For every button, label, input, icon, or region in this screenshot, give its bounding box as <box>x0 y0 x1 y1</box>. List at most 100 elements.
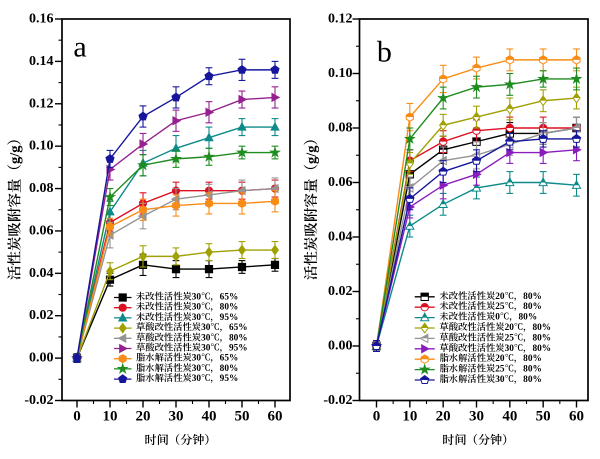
x-tick-label: 40 <box>502 409 517 425</box>
legend-label: 脂水解活性炭25℃，80% <box>440 364 542 375</box>
data-point-marker <box>270 260 280 269</box>
data-point-marker <box>505 103 514 115</box>
data-point-marker <box>405 112 414 122</box>
data-point-marker <box>170 194 180 204</box>
axis-frame <box>358 18 589 402</box>
data-point-marker <box>137 158 149 171</box>
data-point-marker <box>237 262 247 272</box>
legend-marker <box>420 354 429 364</box>
y-tick-label: -0.02 <box>323 393 352 408</box>
axis-frame <box>61 18 291 402</box>
legend-label: 草酸改性活性炭30℃，80% <box>136 331 248 343</box>
panel-a-x-axis-title: 时间（分钟） <box>144 433 216 447</box>
x-tick-label: 10 <box>103 409 118 425</box>
legend-marker <box>118 354 127 364</box>
panel-a-letter: a <box>73 31 86 64</box>
y-tick-label: 0.16 <box>29 12 54 27</box>
legend-marker <box>117 333 127 344</box>
legend-item: 脂水解活性炭30℃，95% <box>114 373 238 384</box>
data-point-marker <box>571 133 582 143</box>
legend-item: 脂水解活性炭25℃，80% <box>414 363 542 375</box>
data-point-marker <box>504 177 515 187</box>
data-point-marker <box>470 80 483 93</box>
y-tick-label: 0.08 <box>328 121 353 136</box>
panel-b-y-axis-title: 活性炭吸附容量（g/g） <box>303 131 320 280</box>
data-point-marker <box>204 264 214 274</box>
legend-item: 脂水解活性炭30℃，80% <box>414 374 542 385</box>
y-tick-label: 0.04 <box>29 266 54 281</box>
legend-item: 脂水解活性炭30℃，80% <box>114 362 238 374</box>
legend-item: 未改性活性炭0℃，80% <box>414 312 537 323</box>
x-tick-label: 60 <box>569 409 584 425</box>
data-point-marker <box>472 169 482 180</box>
y-tick-label: 0.00 <box>29 351 54 366</box>
data-point-marker <box>571 123 581 133</box>
legend: 未改性活性炭20℃，80%未改性活性炭25℃，80%未改性活性炭0℃，80%草酸… <box>414 291 552 385</box>
data-point-marker <box>472 111 481 123</box>
data-point-marker <box>238 198 246 209</box>
panel-a-y-axis-title: 活性炭吸附容量（g/g） <box>7 131 24 280</box>
legend-marker <box>418 363 431 375</box>
legend-label: 脂水解活性炭30℃，95% <box>136 373 238 384</box>
data-point-marker <box>571 179 582 189</box>
data-point-marker <box>171 92 181 102</box>
legend-marker <box>419 375 430 385</box>
data-point-marker <box>572 92 581 104</box>
legend-item: 未改性活性炭20℃，80% <box>414 291 542 302</box>
data-point-marker <box>538 177 549 187</box>
data-point-marker <box>539 95 548 107</box>
series-9 <box>371 130 582 353</box>
legend-label: 脂水解活性炭20℃，80% <box>440 353 542 364</box>
y-tick-label: 0.04 <box>328 230 353 245</box>
legend-item: 脂水解活性炭30℃，65% <box>114 353 238 364</box>
data-point-marker <box>403 132 416 144</box>
data-point-marker <box>437 91 450 104</box>
data-point-marker <box>269 146 281 158</box>
x-tick-label: 60 <box>268 409 283 425</box>
legend-marker <box>420 322 429 334</box>
x-tick-label: 0 <box>373 409 381 425</box>
legend-label: 脂水解活性炭30℃，65% <box>136 353 238 364</box>
y-tick-label: 0.02 <box>328 284 353 299</box>
legend-label: 草酸改性活性炭25℃，80% <box>440 331 552 343</box>
data-point-marker <box>572 145 582 155</box>
data-point-marker <box>405 157 414 170</box>
legend-label: 草酸改性活性炭30℃，65% <box>136 321 248 333</box>
data-point-marker <box>271 196 279 206</box>
data-point-marker <box>204 246 214 258</box>
panel-b-letter: b <box>377 36 392 69</box>
x-tick-label: 50 <box>536 409 551 425</box>
y-tick-label: 0.14 <box>29 54 54 69</box>
legend-marker <box>420 303 429 312</box>
series-9 <box>72 58 280 363</box>
x-tick-label: 20 <box>136 409 151 425</box>
legend-marker <box>118 374 128 384</box>
data-point-marker <box>105 154 115 163</box>
data-point-marker <box>72 353 82 363</box>
data-point-marker <box>204 71 214 81</box>
data-point-marker <box>237 121 247 131</box>
data-point-marker <box>438 137 448 146</box>
legend-item: 未改性活性炭30℃，95% <box>114 312 238 323</box>
legend-item: 草酸改性活性炭30℃，95% <box>114 342 248 354</box>
data-point-marker <box>438 198 449 208</box>
legend-marker <box>119 343 128 354</box>
x-tick-label: 30 <box>169 409 184 425</box>
y-tick-label: 0.06 <box>328 175 353 190</box>
y-tick-label: 0.00 <box>328 339 353 354</box>
legend: 未改性活性炭30℃，65%未改性活性炭30℃，80%未改性活性炭30℃，95%草… <box>114 292 248 384</box>
legend-marker <box>421 344 430 354</box>
data-point-marker <box>471 155 482 165</box>
data-point-marker <box>237 65 247 74</box>
legend-label: 未改性活性炭30℃，95% <box>136 312 238 323</box>
legend-item: 草酸改性活性炭25℃，80% <box>414 331 552 343</box>
data-point-marker <box>139 139 149 149</box>
x-tick-label: 40 <box>202 409 217 425</box>
data-point-marker <box>439 74 448 84</box>
data-point-marker <box>570 72 583 85</box>
data-point-marker <box>506 147 516 158</box>
data-point-marker <box>537 72 550 85</box>
legend-marker <box>419 312 430 322</box>
x-tick-label: 10 <box>402 409 417 425</box>
